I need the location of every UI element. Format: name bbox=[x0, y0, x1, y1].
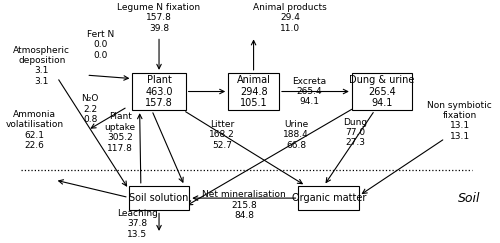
Text: Excreta
265.4
94.1: Excreta 265.4 94.1 bbox=[292, 77, 326, 106]
Text: Organic matter: Organic matter bbox=[292, 193, 366, 203]
Text: Litter
168.2
52.7: Litter 168.2 52.7 bbox=[209, 120, 235, 150]
Text: Atmospheric
deposition
3.1
3.1: Atmospheric deposition 3.1 3.1 bbox=[13, 46, 70, 86]
Text: N₂O
2.2
0.8: N₂O 2.2 0.8 bbox=[82, 94, 99, 124]
Text: Non symbiotic
fixation
13.1
13.1: Non symbiotic fixation 13.1 13.1 bbox=[428, 101, 492, 141]
Text: Animal products
29.4
11.0: Animal products 29.4 11.0 bbox=[253, 3, 327, 33]
FancyBboxPatch shape bbox=[128, 186, 190, 210]
Text: Plant
463.0
157.8: Plant 463.0 157.8 bbox=[145, 75, 173, 108]
FancyBboxPatch shape bbox=[132, 73, 186, 110]
Text: Leaching
37.8
13.5: Leaching 37.8 13.5 bbox=[117, 209, 158, 239]
Text: Soil solution: Soil solution bbox=[130, 193, 188, 203]
Text: Animal
294.8
105.1: Animal 294.8 105.1 bbox=[236, 75, 270, 108]
Text: Urine
188.4
66.8: Urine 188.4 66.8 bbox=[284, 120, 309, 150]
Text: Soil: Soil bbox=[458, 191, 480, 205]
Text: Fert N
0.0
0.0: Fert N 0.0 0.0 bbox=[87, 30, 115, 60]
FancyBboxPatch shape bbox=[228, 73, 279, 110]
Text: Ammonia
volatilisation
62.1
22.6: Ammonia volatilisation 62.1 22.6 bbox=[6, 110, 64, 150]
Text: Plant
uptake
305.2
117.8: Plant uptake 305.2 117.8 bbox=[104, 113, 136, 153]
Text: Legume N fixation
157.8
39.8: Legume N fixation 157.8 39.8 bbox=[118, 3, 200, 33]
Text: Dung & urine
265.4
94.1: Dung & urine 265.4 94.1 bbox=[350, 75, 414, 108]
FancyBboxPatch shape bbox=[352, 73, 412, 110]
Text: Net mineralisation
215.8
84.8: Net mineralisation 215.8 84.8 bbox=[202, 190, 286, 220]
Text: Dung
77.0
27.3: Dung 77.0 27.3 bbox=[344, 118, 367, 148]
FancyBboxPatch shape bbox=[298, 186, 359, 210]
